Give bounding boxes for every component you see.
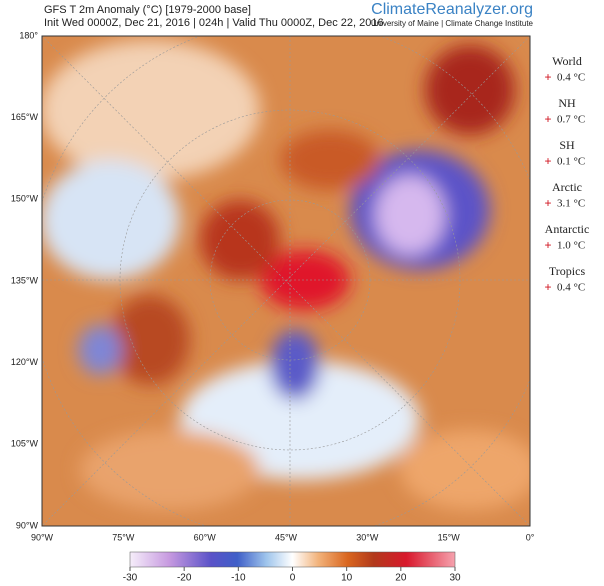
anomaly-sign: + xyxy=(544,154,551,168)
anomaly-value: 3.1 °C xyxy=(557,198,585,210)
anomaly-value: 0.1 °C xyxy=(557,156,585,168)
lon-label: 60°W xyxy=(194,532,217,542)
region-name: Tropics xyxy=(549,264,586,278)
anomaly-value: 1.0 °C xyxy=(557,240,585,252)
subtitle: Init Wed 0000Z, Dec 21, 2016 | 024h | Va… xyxy=(44,17,384,29)
anomaly-value: 0.7 °C xyxy=(557,114,585,126)
anomaly-sign: + xyxy=(544,112,551,126)
lat-label: 180° xyxy=(19,30,38,40)
anomaly-value: 0.4 °C xyxy=(557,282,585,294)
anomaly-sign: + xyxy=(544,70,551,84)
colorbar xyxy=(129,551,456,568)
anomaly-map xyxy=(42,36,530,526)
lon-label: 75°W xyxy=(112,532,135,542)
lat-label: 165°W xyxy=(11,112,39,122)
region-name: NH xyxy=(558,96,576,110)
lat-label: 120°W xyxy=(11,357,39,367)
colorbar-label: 30 xyxy=(449,573,461,584)
lat-label: 150°W xyxy=(11,194,39,204)
region-name: World xyxy=(552,54,582,68)
anomaly-value: 0.4 °C xyxy=(557,72,585,84)
colorbar-label: -30 xyxy=(123,573,138,584)
colorbar-label: -10 xyxy=(231,573,246,584)
region-name: SH xyxy=(559,138,575,152)
map-frame xyxy=(41,35,531,527)
colorbar-label: 20 xyxy=(395,573,407,584)
anomaly-sign: + xyxy=(544,280,551,294)
lon-label: 45°W xyxy=(275,532,298,542)
lon-label: 15°W xyxy=(438,532,461,542)
colorbar-label: 10 xyxy=(341,573,353,584)
affiliation: University of Maine | Climate Change Ins… xyxy=(371,19,534,28)
logo: ClimateReanalyzer.org xyxy=(371,1,533,18)
title: GFS T 2m Anomaly (°C) [1979-2000 base] xyxy=(44,4,251,16)
lon-label: 90°W xyxy=(31,532,54,542)
region-name: Arctic xyxy=(552,180,582,194)
colorbar-label: 0 xyxy=(290,573,296,584)
lat-label: 135°W xyxy=(11,275,39,285)
lon-label: 30°W xyxy=(356,532,379,542)
colorbar-label: -20 xyxy=(177,573,192,584)
anomaly-sign: + xyxy=(544,196,551,210)
lat-label: 105°W xyxy=(11,439,39,449)
lon-label: 0° xyxy=(526,532,535,542)
anomaly-sign: + xyxy=(544,238,551,252)
region-name: Antarctic xyxy=(545,222,590,236)
lat-label: 90°W xyxy=(16,520,39,530)
